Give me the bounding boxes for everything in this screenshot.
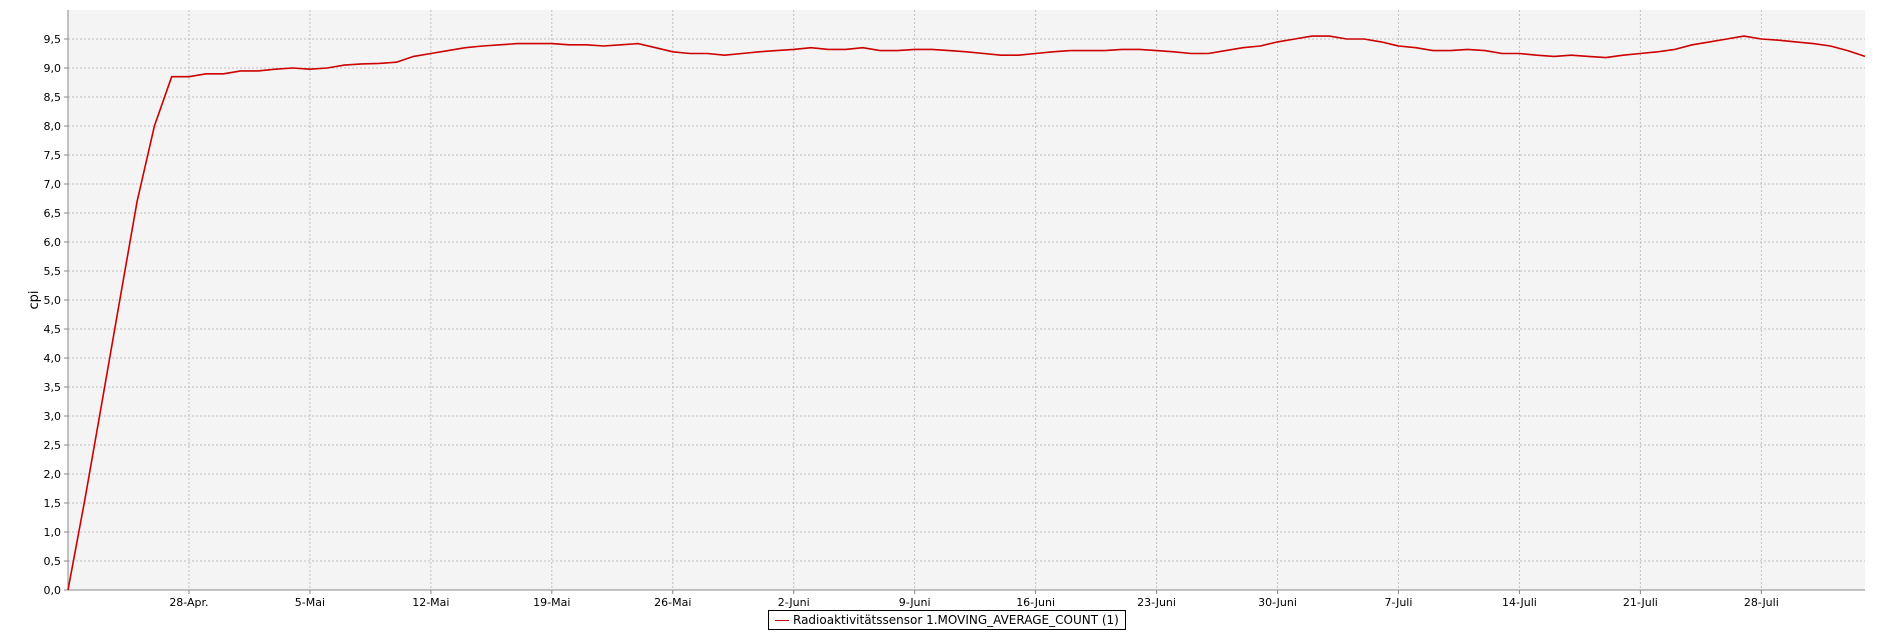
x-tick-label: 2-Juni [778,596,810,609]
x-tick-label: 28-Juli [1744,596,1779,609]
y-tick-label: 0,0 [44,584,62,597]
x-tick-label: 30-Juni [1258,596,1297,609]
y-tick-label: 2,5 [44,439,62,452]
x-tick-label: 14-Juli [1502,596,1537,609]
y-tick-label: 8,5 [44,91,62,104]
y-tick-label: 7,5 [44,149,62,162]
x-tick-label: 23-Juni [1137,596,1176,609]
y-tick-label: 4,5 [44,323,62,336]
y-tick-label: 2,0 [44,468,62,481]
x-tick-label: 9-Juni [899,596,931,609]
legend-swatch [775,619,789,621]
series-line [67,35,1866,591]
x-tick-label: 28-Apr. [169,596,208,609]
legend-entry: Radioaktivitätssensor 1.MOVING_AVERAGE_C… [793,613,1119,627]
y-axis-title: cpi [27,290,42,309]
y-tick-label: 1,0 [44,526,62,539]
y-tick-label: 4,0 [44,352,62,365]
y-tick-label: 6,5 [44,207,62,220]
y-tick-label: 9,0 [44,62,62,75]
y-tick-label: 3,5 [44,381,62,394]
grid-lines [68,10,1865,590]
legend: Radioaktivitätssensor 1.MOVING_AVERAGE_C… [768,610,1126,630]
y-tick-label: 1,5 [44,497,62,510]
x-tick-label: 21-Juli [1623,596,1658,609]
y-tick-label: 7,0 [44,178,62,191]
y-tick-label: 0,5 [44,555,62,568]
x-tick-label: 16-Juni [1016,596,1055,609]
y-tick-label: 5,0 [44,294,62,307]
series-layer [67,35,1866,591]
y-tick-label: 8,0 [44,120,62,133]
x-axis-ticks: 28-Apr. 5-Mai 12-Mai 19-Mai 26-Mai 2-Juni 9-Ju… [169,590,1779,609]
y-tick-label: 6,0 [44,236,62,249]
x-tick-label: 7-Juli [1385,596,1413,609]
x-tick-label: 26-Mai [654,596,691,609]
y-tick-label: 3,0 [44,410,62,423]
x-tick-label: 5-Mai [295,596,325,609]
x-tick-label: 12-Mai [412,596,449,609]
x-tick-label: 19-Mai [533,596,570,609]
y-tick-label: 9,5 [44,33,62,46]
y-tick-label: 5,5 [44,265,62,278]
y-axis-ticks: 0,0 0,5 1,0 1,5 2,0 2,5 3,0 3,5 4,0 4,5 5,0 5,5 6,0 6… [44,33,68,597]
